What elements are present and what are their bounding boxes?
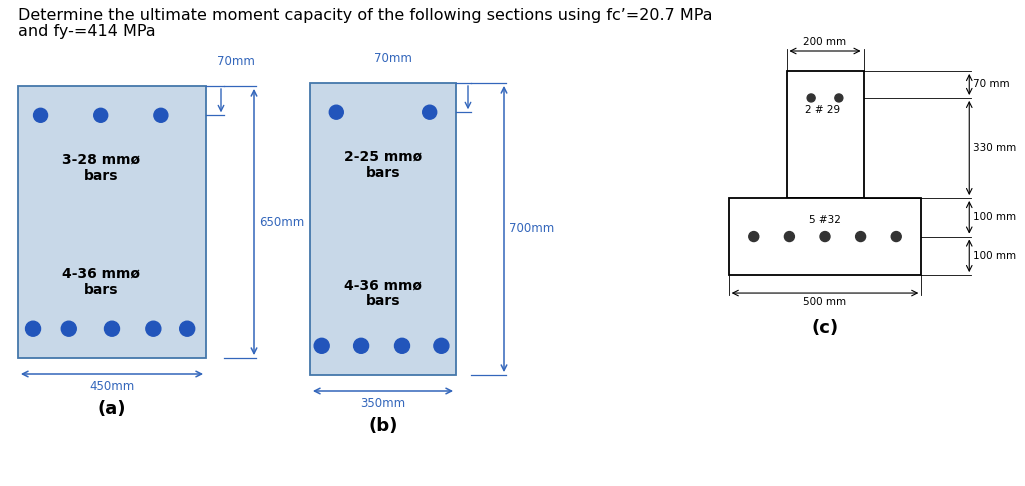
Text: (c): (c) [812, 319, 838, 337]
Bar [729, 198, 921, 275]
Text: 2 # 29: 2 # 29 [806, 105, 840, 115]
Text: 100 mm: 100 mm [974, 251, 1017, 261]
Text: and fy-=414 MPa: and fy-=414 MPa [18, 24, 156, 39]
Circle shape [26, 321, 41, 336]
Text: 3-28 mmø
bars: 3-28 mmø bars [62, 153, 139, 183]
Circle shape [834, 94, 843, 102]
Circle shape [856, 231, 865, 242]
Text: 4-36 mmø
bars: 4-36 mmø bars [344, 278, 422, 308]
Circle shape [807, 94, 815, 102]
Text: Determine the ultimate moment capacity of the following sections using fc’=20.7 : Determine the ultimate moment capacity o… [18, 8, 712, 23]
Text: 70mm: 70mm [217, 55, 255, 68]
Circle shape [315, 338, 329, 353]
Circle shape [749, 231, 758, 242]
Text: 700mm: 700mm [509, 223, 555, 236]
Text: 100 mm: 100 mm [974, 212, 1017, 222]
Circle shape [329, 105, 343, 119]
Circle shape [179, 321, 195, 336]
Bar [310, 83, 456, 375]
Circle shape [422, 105, 437, 119]
Circle shape [354, 338, 369, 353]
Text: 4-36 mmø
bars: 4-36 mmø bars [62, 267, 139, 297]
Text: 650mm: 650mm [259, 215, 304, 228]
Circle shape [820, 231, 830, 242]
Circle shape [146, 321, 161, 336]
Bar [786, 71, 863, 198]
Bar [18, 86, 206, 358]
Circle shape [395, 338, 409, 353]
Circle shape [34, 108, 47, 122]
Circle shape [93, 108, 108, 122]
Text: 5 #32: 5 #32 [809, 214, 840, 225]
Text: 70 mm: 70 mm [974, 80, 1010, 89]
Text: 200 mm: 200 mm [804, 37, 847, 47]
Text: (b): (b) [368, 417, 398, 435]
Text: 330 mm: 330 mm [974, 143, 1017, 153]
Circle shape [891, 231, 901, 242]
Circle shape [434, 338, 449, 353]
Text: 2-25 mmø
bars: 2-25 mmø bars [343, 150, 422, 180]
Text: 350mm: 350mm [361, 397, 406, 410]
Circle shape [784, 231, 794, 242]
Circle shape [105, 321, 120, 336]
Text: 500 mm: 500 mm [804, 297, 847, 307]
Circle shape [154, 108, 168, 122]
Text: 70mm: 70mm [374, 52, 412, 65]
Text: (a): (a) [97, 400, 126, 418]
Text: 450mm: 450mm [89, 380, 134, 393]
Circle shape [62, 321, 76, 336]
